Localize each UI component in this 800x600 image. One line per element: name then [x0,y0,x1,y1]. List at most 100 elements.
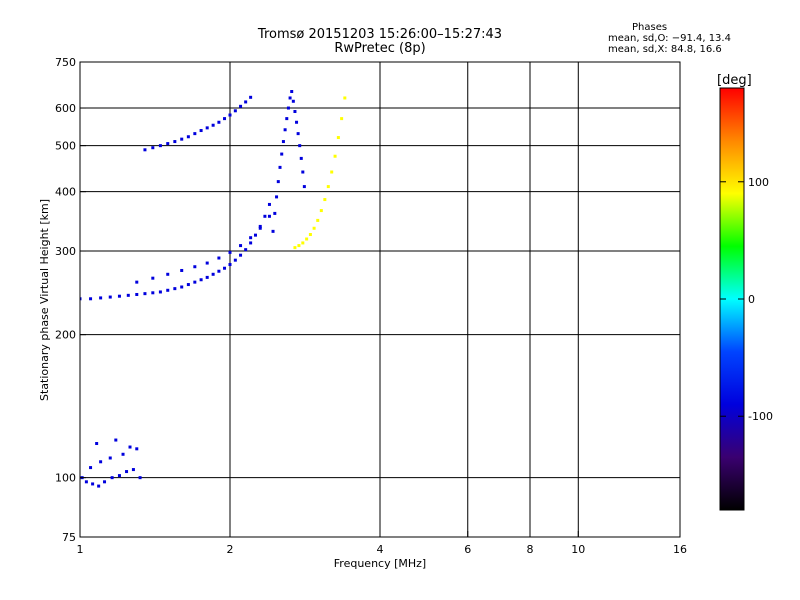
data-point [326,185,330,189]
data-point [128,445,132,449]
data-point [199,278,203,282]
y-tick-label: 750 [55,56,76,69]
data-point [193,132,197,136]
grid-lines [80,62,680,537]
data-point [151,276,155,280]
data-point [223,266,227,270]
data-point [263,214,267,218]
data-point [343,96,347,100]
data-point [295,120,299,124]
x-tick-label: 2 [227,543,234,556]
data-point [135,280,139,284]
y-axis-label: Stationary phase Virtual Height [km] [38,199,51,401]
data-point [117,474,121,478]
data-point [180,285,184,289]
data-point [273,211,277,215]
data-point [233,258,237,262]
data-point [297,244,301,248]
data-point [330,170,334,174]
data-points [80,90,347,488]
data-point [186,283,190,287]
data-point [143,292,147,296]
data-point [135,292,139,296]
data-point [193,280,197,284]
colorbar-tick-label: -100 [748,410,773,423]
data-point [233,109,237,113]
data-point [211,272,215,276]
x-axis-ticks: 1 2 4 6 8 10 16 [77,531,687,556]
data-point [291,99,295,103]
data-point [131,468,135,472]
data-point [228,113,232,117]
data-point [126,293,130,297]
y-tick-label: 600 [55,102,76,115]
data-point [99,460,103,464]
data-point [333,154,337,158]
data-point [239,104,243,108]
data-point [323,198,327,202]
data-point [301,241,305,245]
data-point [283,128,287,132]
data-point [290,90,294,94]
data-point [228,263,232,267]
data-point [193,265,197,269]
data-point [217,120,221,124]
data-point [244,248,248,252]
data-point [135,447,139,451]
data-point [99,296,103,300]
data-point [316,218,320,222]
data-point [173,140,177,144]
data-point [298,144,302,148]
data-point [103,480,107,484]
data-point [267,202,271,206]
x-tick-label: 10 [571,543,585,556]
data-point [84,480,88,484]
data-point [258,226,262,230]
data-point [80,297,82,301]
data-point [121,452,125,456]
data-point [340,117,344,121]
data-point [286,106,290,110]
data-point [108,456,112,460]
y-tick-label: 300 [55,245,76,258]
data-point [91,482,95,486]
data-point [108,295,112,299]
data-point [301,170,305,174]
data-point [205,261,209,265]
data-point [158,290,162,294]
data-point [239,253,243,257]
stats-o-line: mean, sd,O: −91.4, 13.4 [608,33,731,44]
chart-subtitle: RwPretec (8p) [334,41,426,56]
x-axis-label: Frequency [MHz] [334,557,426,570]
data-point [97,484,101,488]
data-point [166,288,170,292]
data-point [288,96,292,100]
colorbar-label: [deg] [717,73,752,88]
data-point [217,269,221,273]
data-point [319,209,323,213]
colorbar-tick-label: 100 [748,176,769,189]
y-tick-label: 75 [62,531,76,544]
data-point [302,185,306,189]
data-point [276,180,280,184]
data-point [299,156,303,160]
data-point [258,224,262,228]
chart-title: Tromsø 20151203 15:26:00–15:27:43 [257,27,503,42]
data-point [312,226,316,230]
data-point [267,214,271,218]
x-tick-label: 16 [673,543,687,556]
data-point [249,236,253,240]
colorbar-ticks: 100 0 -100 [720,176,773,423]
data-point [166,142,170,146]
data-point [114,438,118,442]
data-point [180,137,184,141]
y-tick-label: 500 [55,140,76,153]
data-point [173,287,177,291]
colorbar-tick-label: 0 [748,293,755,306]
y-tick-label: 200 [55,329,76,342]
data-point [89,297,93,301]
data-point [211,123,215,127]
data-point [244,100,248,104]
